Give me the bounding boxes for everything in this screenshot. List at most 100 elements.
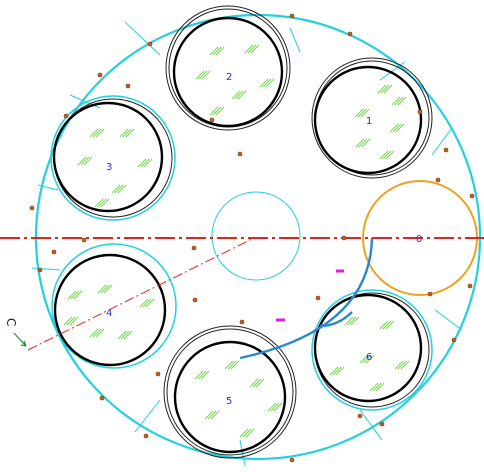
hatch-icon	[80, 156, 90, 166]
bolt-hole-icon	[192, 297, 198, 303]
bolt-hole-icon	[63, 113, 69, 119]
hatch-icon	[250, 44, 260, 54]
hatch-icon	[95, 128, 105, 138]
hatch-icon	[383, 84, 393, 94]
hatch-icon	[379, 150, 389, 160]
hatch-icon	[382, 320, 392, 330]
bolt-hole-icon	[209, 117, 215, 123]
hatch-icon	[198, 70, 208, 80]
hatch-icon	[117, 330, 127, 340]
bolt-hole-icon	[469, 193, 475, 199]
hatch-icon	[89, 128, 99, 138]
bolt-hole-icon	[427, 291, 433, 297]
hatch-icon	[262, 78, 272, 88]
hatch-icon	[357, 108, 367, 118]
bolt-hole-icon	[443, 147, 449, 153]
hatch-icon	[397, 360, 407, 370]
slot-6	[311, 289, 433, 411]
bolt-hole-icon	[451, 337, 457, 343]
bolt-hole-icon	[347, 31, 353, 37]
hatch-icon	[140, 158, 150, 168]
bolt-hole-icon	[467, 283, 473, 289]
hatch-icon	[207, 410, 217, 420]
hatch-icon	[397, 96, 407, 106]
hatch-icon	[122, 128, 132, 138]
hatch-icon	[354, 108, 364, 118]
hatch-icon	[67, 290, 77, 300]
slot-label-2: 2	[226, 72, 232, 83]
hatch-icon	[200, 370, 210, 380]
slot-1	[311, 57, 433, 179]
hatch-icon	[125, 128, 135, 138]
hatch-icon	[267, 402, 277, 412]
hatch-icon	[212, 46, 222, 56]
hatch-icon	[103, 284, 113, 294]
hatch-icon	[270, 402, 280, 412]
hatch-icon	[210, 410, 220, 420]
hatch-group	[63, 44, 410, 438]
slot-label-6: 6	[366, 352, 372, 363]
hatch-icon	[230, 360, 240, 370]
bolt-hole-icon	[51, 249, 57, 255]
hatch-icon	[92, 328, 102, 338]
hatch-icon	[344, 316, 354, 326]
slot-label-5: 5	[226, 396, 232, 407]
bolt-hole-icon	[289, 457, 295, 463]
hatch-icon	[335, 366, 345, 376]
hatch-icon	[97, 284, 107, 294]
hatch-icon	[360, 108, 370, 118]
hatch-icon	[385, 320, 395, 330]
section-line	[27, 237, 255, 351]
bolt-hole-icon	[125, 83, 131, 89]
blue-arc-long	[239, 237, 374, 360]
hatch-icon	[204, 410, 214, 420]
hatch-icon	[332, 366, 342, 376]
hatch-icon	[273, 402, 283, 412]
bolt-hole-icon	[379, 421, 385, 427]
hatch-icon	[394, 96, 404, 106]
hatch-icon	[142, 298, 152, 308]
slot-label-1: 1	[366, 116, 372, 127]
hatch-icon	[143, 158, 153, 168]
center-bore	[211, 191, 301, 281]
hatch-icon	[197, 370, 207, 380]
bolt-hole-icon	[237, 151, 243, 157]
hatch-icon	[265, 78, 275, 88]
hatch-icon	[111, 184, 121, 194]
hatch-icon	[70, 290, 80, 300]
hatch-icon	[94, 198, 104, 208]
hatch-icon	[380, 84, 390, 94]
bolt-hole-icon	[289, 13, 295, 19]
hatch-icon	[382, 150, 392, 160]
hatch-icon	[377, 84, 387, 94]
bolt-hole-icon	[315, 295, 321, 301]
slot-label-4: 4	[106, 308, 112, 319]
hatch-icon	[83, 156, 93, 166]
slot-label-3: 3	[106, 162, 112, 173]
bolt-hole-icon	[143, 433, 149, 439]
hatch-icon	[358, 138, 368, 148]
hatch-icon	[194, 370, 204, 380]
hatch-icon	[259, 78, 269, 88]
bolt-group	[29, 13, 475, 463]
hatch-icon	[252, 378, 262, 388]
hatch-icon	[100, 284, 110, 294]
slot-5	[163, 325, 297, 459]
slot-4	[51, 243, 177, 369]
hatch-icon	[375, 382, 385, 392]
hatch-icon	[389, 123, 399, 133]
hatch-icon	[245, 428, 255, 438]
hatch-icon	[244, 44, 254, 54]
hatch-icon	[97, 198, 107, 208]
slot-3	[50, 95, 176, 221]
hatch-icon	[361, 138, 371, 148]
hatch-icon	[234, 90, 244, 100]
bolt-hole-icon	[435, 177, 441, 183]
hatch-icon	[394, 360, 404, 370]
bolt-hole-icon	[81, 237, 87, 243]
hatch-icon	[350, 316, 360, 326]
section-marker-label: C	[4, 318, 18, 326]
hatch-icon	[362, 354, 372, 364]
slot-2	[165, 5, 291, 131]
